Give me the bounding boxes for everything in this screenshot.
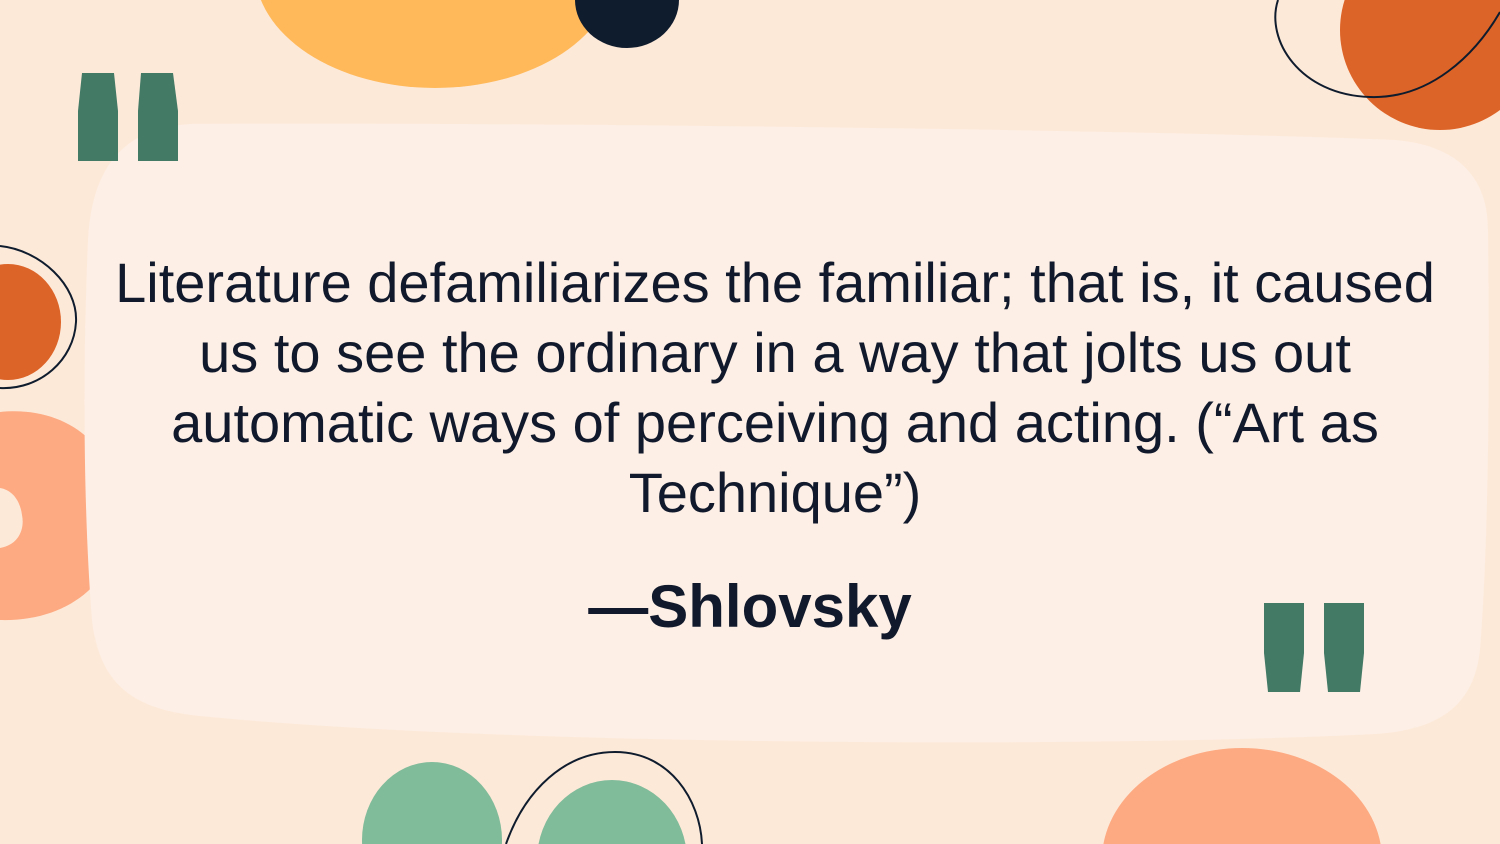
outline-arc-bottom bbox=[505, 750, 703, 844]
open-quote-icon bbox=[78, 73, 178, 161]
green-blob-left bbox=[362, 762, 502, 844]
peach-blob-bottom-right bbox=[1103, 748, 1381, 844]
outline-arc-left bbox=[0, 245, 78, 390]
quote-text: Literature defamiliarizes the familiar; … bbox=[115, 251, 1435, 524]
close-quote-icon bbox=[1264, 603, 1364, 692]
quote-attribution: —Shlovsky bbox=[588, 573, 912, 640]
orange-blob-left bbox=[0, 264, 61, 380]
outline-arc-top-right bbox=[1274, 0, 1500, 99]
green-blob-right bbox=[538, 780, 686, 844]
yellow-blob bbox=[260, 0, 610, 88]
navy-blob bbox=[575, 0, 679, 48]
